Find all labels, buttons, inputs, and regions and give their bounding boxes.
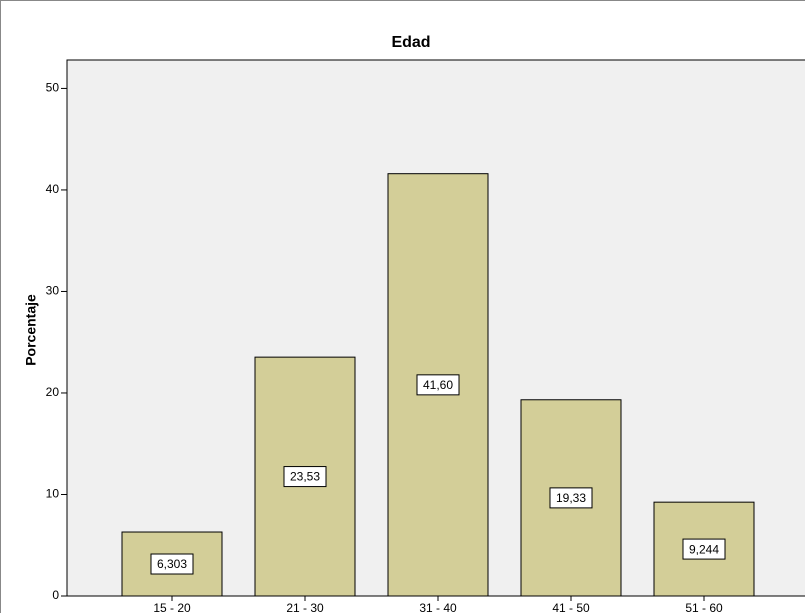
y-tick-label: 50 <box>46 81 60 95</box>
y-tick-label: 30 <box>46 284 60 298</box>
x-tick-label: 15 - 20 <box>153 601 191 613</box>
x-tick-label: 51 - 60 <box>685 601 723 613</box>
value-label-box <box>283 466 327 488</box>
value-label: 23,53 <box>290 470 320 484</box>
x-tick-label: 31 - 40 <box>419 601 457 613</box>
value-label: 41,60 <box>423 378 453 392</box>
value-label-box <box>416 374 460 396</box>
value-label: 19,33 <box>556 491 586 505</box>
chart-title: Edad <box>391 34 430 51</box>
y-tick-label: 0 <box>52 588 59 602</box>
value-label: 9,244 <box>689 542 719 556</box>
x-tick-label: 21 - 30 <box>286 601 324 613</box>
value-label-box <box>549 487 593 509</box>
x-tick-label: 41 - 50 <box>552 601 590 613</box>
y-tick-label: 10 <box>46 487 60 501</box>
y-tick-label: 20 <box>46 385 60 399</box>
y-axis-title: Porcentaje <box>23 294 39 366</box>
value-label-box <box>682 538 726 560</box>
value-label: 6,303 <box>157 557 187 571</box>
y-tick-label: 40 <box>46 182 60 196</box>
value-label-box <box>150 553 194 575</box>
